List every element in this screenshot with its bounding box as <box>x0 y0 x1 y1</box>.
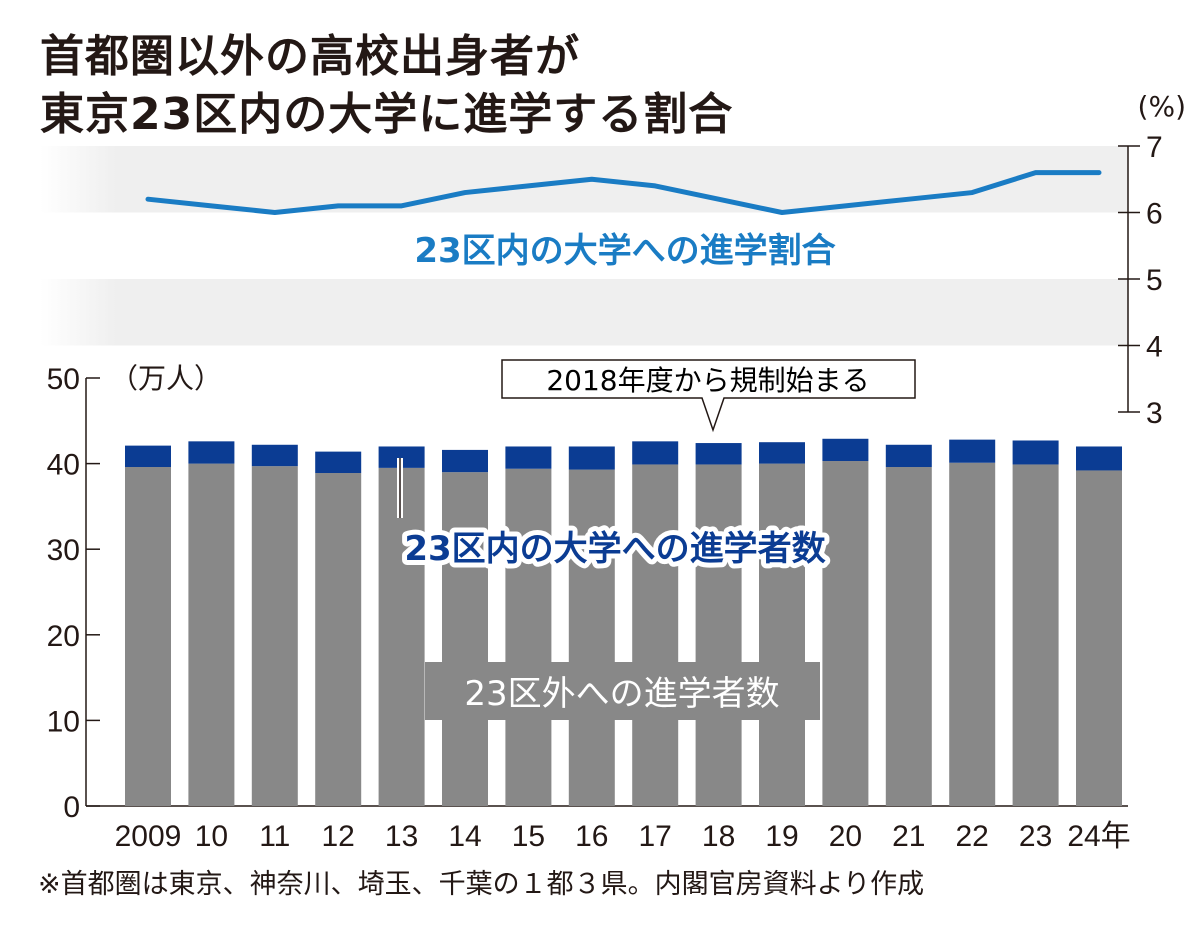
bar-group <box>125 438 1122 806</box>
bar-outside-10 <box>188 463 235 806</box>
line-series-group <box>145 170 1102 215</box>
x-axis-ticks: 2009 10 11 12 13 14 15 16 17 18 19 20 21 22 23 24年 <box>115 820 1131 853</box>
bar-outside-16 <box>568 469 615 806</box>
line-ytick-label: 3 <box>1146 397 1163 430</box>
inside-series-label: 23区内の大学への進学者数 <box>404 529 825 569</box>
xtick-label: 11 <box>259 820 290 853</box>
bar-inside-24年 <box>1076 446 1122 471</box>
line-series-path <box>145 170 1102 215</box>
bar-y-unit: （万人） <box>110 362 222 395</box>
bar-outside-15 <box>505 468 552 806</box>
bar-ytick-label: 50 <box>47 363 80 396</box>
xtick-label: 22 <box>956 820 989 853</box>
line-ytick-label: 4 <box>1146 331 1163 364</box>
bar-inside-12 <box>315 451 362 474</box>
bar-outside-18 <box>695 464 742 806</box>
xtick-label: 10 <box>195 820 228 853</box>
xtick-label: 12 <box>322 820 355 853</box>
bar-ytick-label: 20 <box>47 620 80 653</box>
bar-outside-24年 <box>1076 470 1122 806</box>
xtick-label: 19 <box>765 820 798 853</box>
bar-outside-19 <box>759 463 805 806</box>
bar-outside-21 <box>885 467 932 806</box>
bar-inside-17 <box>632 441 679 465</box>
bar-inside-11 <box>251 444 298 467</box>
bar-outside-17 <box>632 464 679 806</box>
line-chart-axis: 7 6 5 4 3 (%) <box>1118 90 1186 430</box>
chart-title: 首都圏以外の高校出身者が 東京23区内の大学に進学する割合 <box>40 28 733 144</box>
title-line-2: 東京23区内の大学に進学する割合 <box>40 89 734 140</box>
line-y-unit: (%) <box>1138 90 1186 123</box>
annotation-text: 2018年度から規制始まる <box>546 364 869 397</box>
bar-inside-22 <box>949 439 996 463</box>
annotation-callout: 2018年度から規制始まる <box>501 359 916 433</box>
inside-series-label-halo: 23区内の大学への進学者数 <box>404 529 825 569</box>
xtick-label: 16 <box>575 820 608 853</box>
bar-outside-20 <box>822 461 869 806</box>
line-ytick-label: 7 <box>1146 131 1163 164</box>
bar-inside-21 <box>885 444 932 468</box>
outside-series-label: 23区外への進学者数 <box>464 674 779 714</box>
xtick-label: 18 <box>702 820 735 853</box>
footnote: ※首都圏は東京、神奈川、埼玉、千葉の１都３県。内閣官房資料より作成 <box>38 869 925 900</box>
line-ytick-label: 5 <box>1146 264 1163 297</box>
bar-inside-19 <box>759 442 805 464</box>
bar-inside-16 <box>568 446 615 470</box>
bar-outside-14 <box>442 472 488 806</box>
bar-inside-10 <box>188 441 235 464</box>
bar-inside-2009 <box>125 445 171 468</box>
bar-ytick-label: 10 <box>47 705 80 738</box>
line-ytick-label: 6 <box>1146 198 1163 231</box>
bar-ytick-label: 40 <box>47 449 80 482</box>
bar-inside-23 <box>1012 440 1059 465</box>
xtick-label: 24年 <box>1067 820 1130 853</box>
xtick-label: 2009 <box>115 820 182 853</box>
bar-outside-22 <box>949 462 996 806</box>
bar-outside-12 <box>315 473 362 806</box>
bar-inside-13 <box>378 446 425 468</box>
xtick-label: 17 <box>639 820 672 853</box>
line-chart-bands <box>40 146 1128 346</box>
bar-inside-14 <box>442 449 488 473</box>
xtick-label: 20 <box>829 820 862 853</box>
outside-label-bg <box>425 662 820 720</box>
xtick-label: 21 <box>892 820 925 853</box>
bar-outside-11 <box>251 466 298 806</box>
line-series-label: 23区内の大学への進学割合 <box>414 231 835 271</box>
xtick-label: 23 <box>1019 820 1052 853</box>
xtick-label: 15 <box>512 820 545 853</box>
bar-inside-18 <box>695 443 742 465</box>
bar-ytick-label: 30 <box>47 534 80 567</box>
bar-ytick-label: 0 <box>63 791 80 824</box>
bar-outside-23 <box>1012 464 1059 806</box>
bar-outside-13 <box>378 467 425 806</box>
bar-inside-15 <box>505 446 552 469</box>
title-line-1: 首都圏以外の高校出身者が <box>40 31 580 82</box>
bar-inside-20 <box>822 438 869 462</box>
band-4-5 <box>40 279 1128 346</box>
xtick-label: 13 <box>385 820 418 853</box>
xtick-label: 14 <box>448 820 481 853</box>
bar-outside-2009 <box>125 467 171 806</box>
